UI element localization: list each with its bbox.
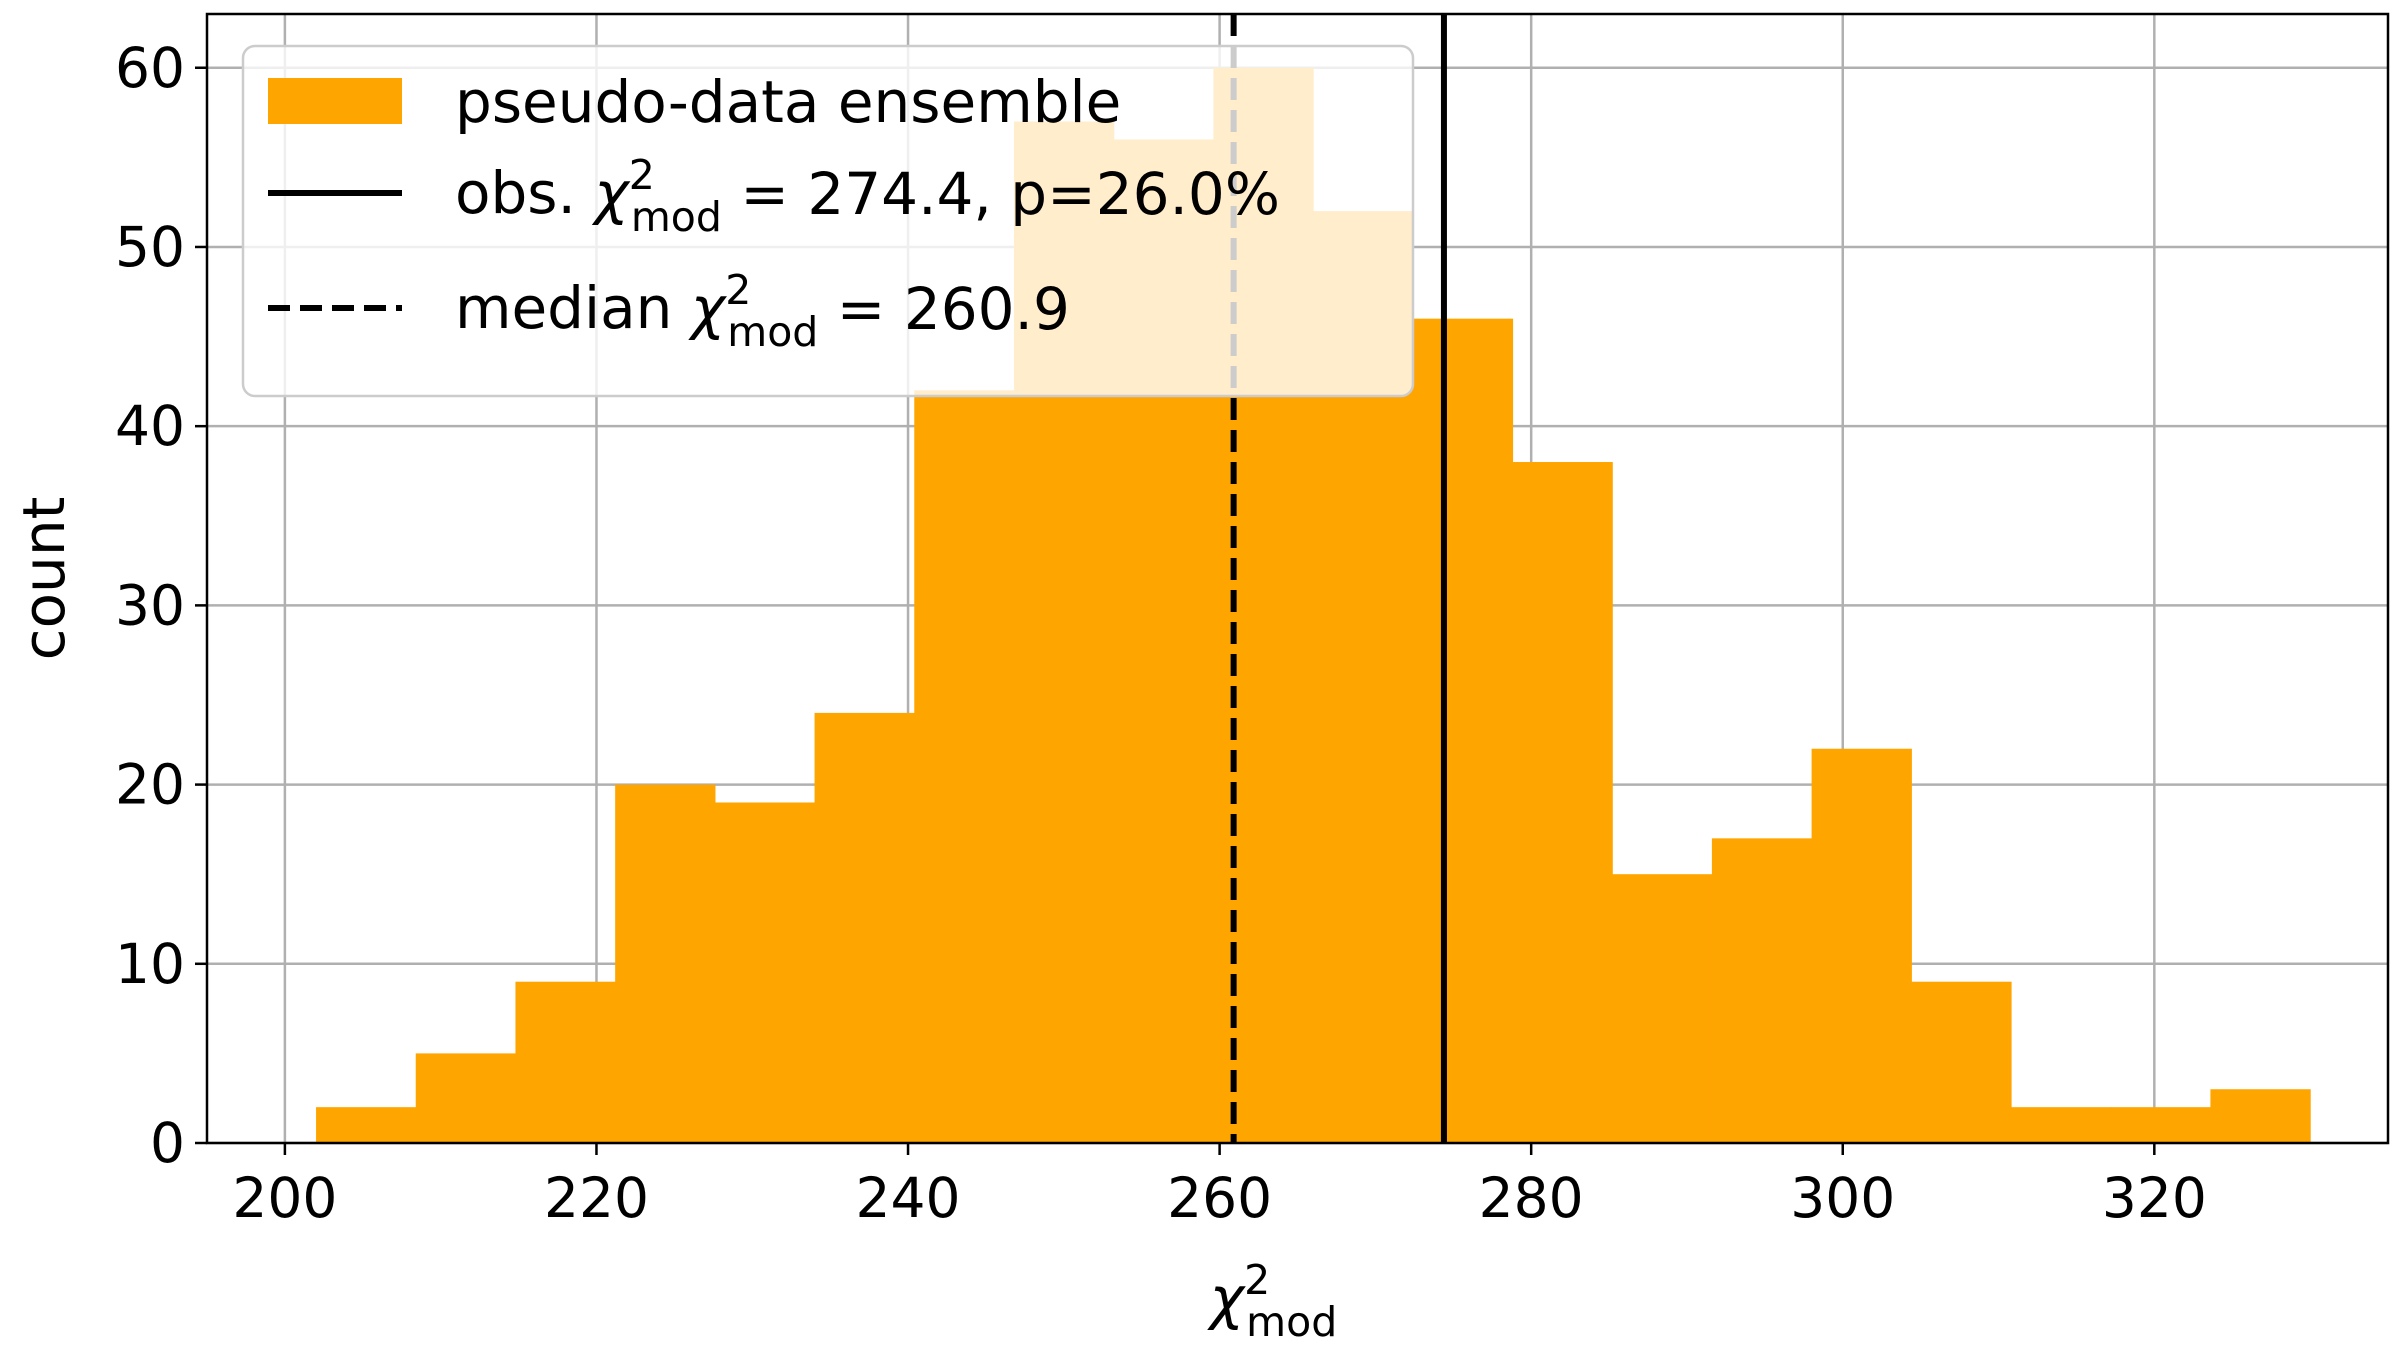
histogram-bar: [1811, 748, 1912, 1143]
plot-frame: [205, 12, 2390, 1145]
x-tick-label: 280: [1479, 1166, 1584, 1230]
histogram-bar: [814, 712, 915, 1143]
x-tick-label: 260: [1167, 1166, 1272, 1230]
x-tick-label: 320: [2102, 1166, 2207, 1230]
legend-box: [241, 44, 1415, 398]
legend: pseudo-data ensemble obs. χ2 mod = 274.4, …: [241, 44, 1415, 398]
x-axis-ticks: 200 220 240 260 280 300 320: [232, 1143, 2207, 1230]
x-tick-label: 300: [1790, 1166, 1895, 1230]
histogram-bar: [316, 1107, 417, 1143]
y-tick-label: 20: [115, 753, 185, 817]
y-tick-label: 30: [115, 573, 185, 637]
y-tick-label: 60: [115, 36, 185, 100]
histogram-bars: [316, 67, 2311, 1144]
histogram-bar: [515, 981, 616, 1143]
histogram-bar: [2010, 1107, 2112, 1143]
histogram-bar: [2210, 1089, 2311, 1143]
histogram-bar: [1711, 838, 1813, 1143]
histogram-bar: [1512, 462, 1613, 1143]
y-tick-label: 0: [150, 1111, 185, 1175]
x-tick-label: 220: [544, 1166, 649, 1230]
x-tick-label: 240: [856, 1166, 961, 1230]
y-tick-label: 10: [115, 932, 185, 996]
legend-swatch-bar: [268, 78, 402, 124]
y-tick-label: 50: [115, 215, 185, 279]
histogram-bar: [914, 390, 1015, 1143]
histogram-bar: [714, 802, 816, 1143]
legend-label-median: median χ2 mod = 260.9: [455, 266, 1070, 356]
axis-titles: χ2 mod count: [10, 497, 1337, 1346]
x-axis-title: χ2 mod: [1207, 1256, 1337, 1346]
y-axis-title: count: [10, 497, 78, 661]
histogram-bar: [1412, 318, 1514, 1144]
histogram-bar: [415, 1053, 517, 1143]
histogram-bar: [1612, 874, 1713, 1143]
histogram-bar: [615, 784, 716, 1143]
histogram-bar: [1911, 981, 2012, 1143]
x-tick-label: 200: [232, 1166, 337, 1230]
legend-label-ensemble: pseudo-data ensemble: [455, 68, 1121, 136]
histogram-bar: [2110, 1107, 2212, 1143]
y-tick-label: 40: [115, 394, 185, 458]
legend-label-observed: obs. χ2 mod = 274.4, p=26.0%: [455, 151, 1280, 241]
reference-lines: [1230, 14, 1447, 1143]
y-axis-ticks: 0 10 20 30 40 50 60: [115, 36, 207, 1175]
